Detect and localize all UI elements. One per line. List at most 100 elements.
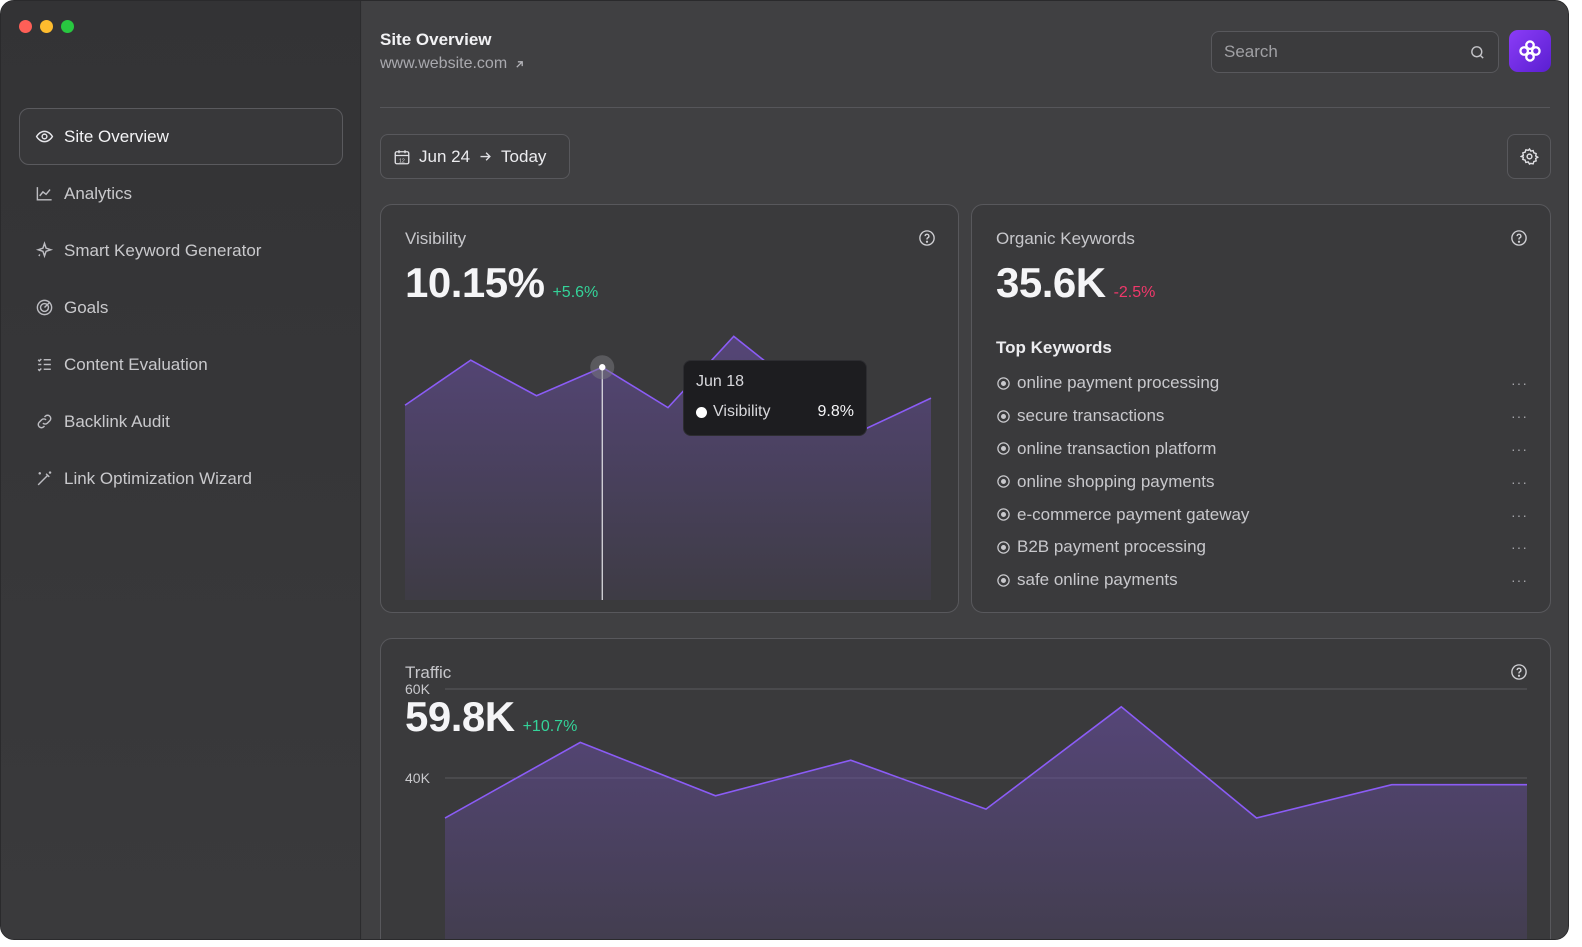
- sidebar-item-label: Content Evaluation: [64, 354, 208, 374]
- line-chart-icon: [36, 187, 52, 201]
- chart-tooltip: Jun 18 Visibility 9.8%: [683, 360, 867, 436]
- keywords-value: 35.6K: [996, 259, 1106, 306]
- sidebar-item-goals[interactable]: Goals: [19, 279, 343, 336]
- search-input[interactable]: [1224, 42, 1444, 62]
- organic-keywords-label: Organic Keywords: [996, 229, 1135, 248]
- window-controls: [19, 20, 74, 33]
- checklist-icon: [37, 358, 51, 372]
- sparkle-icon: [35, 241, 54, 259]
- more-options-button[interactable]: ···: [1511, 440, 1528, 457]
- more-options-button[interactable]: ···: [1511, 572, 1528, 589]
- visibility-label: Visibility: [405, 229, 467, 248]
- more-options-button[interactable]: ···: [1511, 375, 1528, 392]
- data-point: [599, 364, 606, 371]
- calendar-icon: 12: [394, 149, 410, 164]
- svg-text:12: 12: [399, 158, 405, 164]
- tooltip-value: 9.8%: [817, 403, 854, 420]
- y-tick-label: 40K: [405, 770, 431, 786]
- header-divider: [380, 107, 1550, 108]
- visibility-metric: 10.15% +5.6%: [405, 259, 598, 307]
- search-box: [1211, 31, 1499, 73]
- list-item[interactable]: online transaction platform ···: [996, 433, 1528, 466]
- arrow-right-icon: [480, 152, 491, 161]
- link-icon: [37, 414, 52, 429]
- target-icon: [997, 409, 1010, 423]
- sidebar-nav: Site Overview Analytics Smart Keyword Ge…: [19, 108, 343, 507]
- traffic-metric: 59.8K +10.7%: [405, 693, 577, 741]
- tooltip-row: Visibility 9.8%: [696, 403, 854, 421]
- search-icon[interactable]: [1469, 44, 1486, 61]
- traffic-value: 59.8K: [405, 693, 515, 740]
- tooltip-series: Visibility: [713, 403, 771, 420]
- sidebar: Site Overview Analytics Smart Keyword Ge…: [1, 1, 361, 939]
- sidebar-item-label: Link Optimization Wizard: [64, 468, 253, 488]
- target-icon: [997, 573, 1010, 587]
- more-options-button[interactable]: ···: [1511, 473, 1528, 490]
- app-logo[interactable]: [1509, 30, 1551, 72]
- sidebar-item-analytics[interactable]: Analytics: [19, 165, 343, 222]
- list-item[interactable]: online payment processing ···: [996, 367, 1528, 400]
- eye-icon: [35, 130, 54, 143]
- visibility-delta: +5.6%: [552, 284, 599, 301]
- keyword-text: secure transactions: [1017, 406, 1165, 426]
- external-link-icon: [516, 60, 524, 68]
- close-window-button[interactable]: [19, 20, 32, 33]
- keywords-metric: 35.6K -2.5%: [996, 259, 1155, 307]
- keyword-list: online payment processing ··· secure tran…: [996, 367, 1528, 597]
- list-item[interactable]: B2B payment processing ···: [996, 531, 1528, 564]
- traffic-label: Traffic: [405, 663, 452, 682]
- maximize-window-button[interactable]: [61, 20, 74, 33]
- date-range-picker[interactable]: 12 Jun 24 Today: [380, 134, 570, 179]
- sidebar-item-content-evaluation[interactable]: Content Evaluation: [19, 336, 343, 393]
- visibility-chart[interactable]: [381, 205, 959, 613]
- more-options-button[interactable]: ···: [1511, 539, 1528, 556]
- sidebar-item-label: Smart Keyword Generator: [64, 240, 262, 260]
- sidebar-item-site-overview[interactable]: Site Overview: [19, 108, 343, 165]
- minimize-window-button[interactable]: [40, 20, 53, 33]
- series-dot: [696, 406, 707, 418]
- traffic-line: [444, 705, 1527, 819]
- keyword-text: safe online payments: [1017, 570, 1178, 590]
- help-icon[interactable]: [1510, 229, 1528, 247]
- help-icon[interactable]: [918, 229, 936, 247]
- list-item[interactable]: online shopping payments ···: [996, 465, 1528, 498]
- target-icon: [997, 377, 1010, 390]
- keyword-text: e-commerce payment gateway: [1017, 504, 1250, 524]
- logo-icon: [1519, 40, 1541, 62]
- keyword-text: B2B payment processing: [1017, 537, 1206, 557]
- target-icon: [997, 475, 1010, 489]
- sidebar-item-label: Analytics: [64, 183, 133, 203]
- visibility-value: 10.15%: [405, 259, 545, 306]
- date-to: Today: [501, 146, 547, 166]
- help-icon[interactable]: [1510, 663, 1528, 681]
- list-item[interactable]: secure transactions ···: [996, 400, 1528, 433]
- date-from: Jun 24: [419, 146, 471, 166]
- gear-icon: [1519, 147, 1539, 165]
- keyword-text: online shopping payments: [1017, 471, 1215, 491]
- visibility-card: Visibility 10.15% +5.6% Jun 18: [380, 204, 959, 613]
- sidebar-item-label: Backlink Audit: [64, 411, 170, 431]
- target-icon: [997, 541, 1010, 554]
- tooltip-date: Jun 18: [696, 373, 745, 390]
- settings-button[interactable]: [1507, 134, 1551, 179]
- sidebar-item-link-optimization-wizard[interactable]: Link Optimization Wizard: [19, 450, 343, 507]
- target-icon: [997, 508, 1010, 521]
- list-item[interactable]: safe online payments ···: [996, 564, 1528, 597]
- sidebar-item-label: Site Overview: [64, 126, 169, 146]
- traffic-area: [445, 706, 1527, 939]
- keyword-text: online transaction platform: [1017, 438, 1217, 458]
- traffic-chart[interactable]: 60K 40K: [381, 639, 1551, 940]
- site-url-text: www.website.com: [380, 55, 508, 72]
- top-keywords-heading: Top Keywords: [996, 338, 1112, 357]
- sidebar-item-smart-keyword-generator[interactable]: Smart Keyword Generator: [19, 222, 343, 279]
- magic-wand-icon: [37, 471, 52, 486]
- site-url-link[interactable]: www.website.com: [380, 55, 526, 73]
- more-options-button[interactable]: ···: [1511, 408, 1528, 425]
- main-content: Site Overview www.website.com 12 Jun 24 …: [362, 1, 1568, 939]
- list-item[interactable]: e-commerce payment gateway ···: [996, 498, 1528, 531]
- more-options-button[interactable]: ···: [1511, 506, 1528, 523]
- target-icon: [36, 299, 53, 316]
- sidebar-item-backlink-audit[interactable]: Backlink Audit: [19, 393, 343, 450]
- traffic-card: Traffic 59.8K +10.7% 60K 40K: [380, 638, 1551, 940]
